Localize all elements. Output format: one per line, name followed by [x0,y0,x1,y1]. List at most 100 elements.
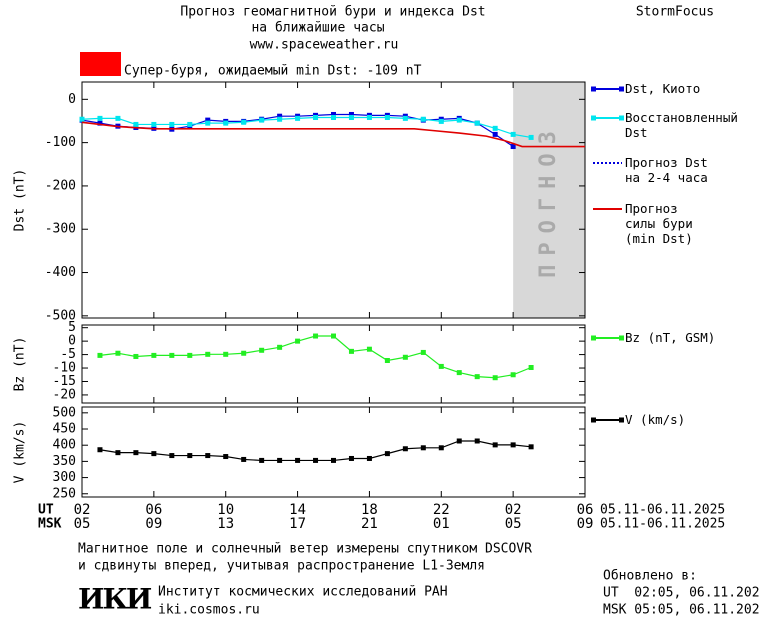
y-tick-label: -10 [53,361,76,376]
point [348,111,354,117]
legend-marker [591,115,596,121]
y-tick-label: 5 [68,320,76,335]
y-tick-label: -200 [45,178,76,193]
x-tick-label: 10 [217,502,234,518]
x-tick-label-msk: 09 [577,516,594,532]
point [241,350,247,356]
point [277,457,283,463]
point [295,115,301,121]
point [402,354,408,360]
point [97,447,103,453]
point [241,456,247,462]
point [115,450,121,456]
legend-entry: V (km/s) [625,412,686,427]
point [474,438,480,444]
x-tick-label: 22 [433,502,450,518]
point [528,364,534,370]
point [510,144,516,150]
legend-marker [591,86,596,92]
point [438,445,444,451]
point [331,457,336,463]
x-tick-label-msk: 17 [289,516,306,532]
point [115,115,121,121]
point [456,370,462,376]
point [151,121,157,127]
point [331,333,336,339]
point [492,131,498,137]
y-tick-label: -15 [53,374,76,389]
y-axis-label: Bz (nT) [13,337,28,392]
point [474,120,480,126]
x-tick-label-msk: 01 [433,516,450,532]
y-tick-label: -400 [45,265,76,280]
institute-site: iki.cosmos.ru [158,603,260,618]
alert: Супер-буря, ожидаемый min Dst: -109 nT [124,64,422,79]
point [313,115,319,121]
institute: Институт космических исследований РАН [158,585,448,600]
point [79,116,85,122]
x-tick-label: 06 [577,502,594,518]
point [259,117,265,123]
legend-marker [591,335,596,341]
y-tick-label: 400 [53,438,76,453]
y-tick-label: -100 [45,135,76,150]
point [133,121,139,127]
point [384,451,390,457]
point [438,363,444,369]
point [384,115,390,121]
title-line: Прогноз геомагнитной бури и индекса Dst [180,5,485,20]
legend-entry: Dst, Киото [625,81,701,96]
y-tick-label: 450 [53,422,76,437]
legend-entry: Bz (nT, GSM) [625,330,716,345]
point [528,134,534,140]
point [402,446,408,452]
point [366,346,372,352]
point [223,120,229,126]
x-tick-label: 06 [145,502,162,518]
point [277,116,283,122]
y-tick-label: 500 [53,405,76,420]
point [348,455,354,461]
point [259,347,265,353]
x-tick-label: 02 [74,502,91,518]
point [151,451,157,457]
point [313,333,319,339]
point [97,120,103,126]
point [205,120,211,126]
point [510,372,516,378]
frame [81,81,586,319]
point [331,115,336,121]
legend-entry: Прогноз Dst на 2-4 часа [625,155,708,185]
point [402,115,408,121]
legend-marker [619,335,624,341]
point [510,131,516,137]
y-tick-label: 250 [53,486,76,501]
point [366,115,372,121]
alert-box [80,52,121,76]
point [331,111,336,117]
point [492,442,498,448]
point [205,351,211,357]
x-tick-label-msk: 05 [74,516,91,532]
point [169,121,175,127]
brand: StormFocus [636,5,714,20]
legend-marker [591,417,596,423]
point [187,352,193,358]
y-axis-label: V (km/s) [13,421,28,484]
y-tick-label: 350 [53,454,76,469]
x-row-label: MSK [38,517,62,532]
point [295,457,301,463]
series-line [81,121,585,148]
point [366,455,372,461]
frame [81,324,586,404]
point [187,453,193,459]
y-tick-label: -500 [45,308,76,323]
legend-entry: Восстановленный Dst [625,110,738,140]
series-line [81,116,532,139]
date-range: 05.11-06.11.2025 [600,517,725,532]
point [420,349,426,355]
point [277,344,283,350]
point [384,358,390,364]
series-line [99,440,532,462]
